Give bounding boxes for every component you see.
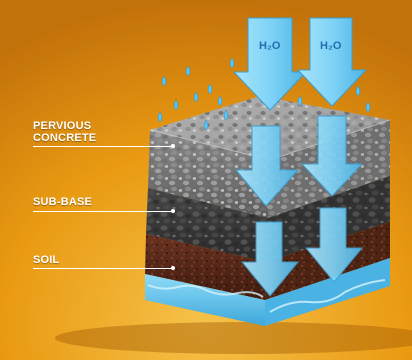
rain-drops bbox=[157, 57, 371, 131]
leader-sub-base bbox=[33, 211, 173, 212]
water-arrow-left-top bbox=[232, 17, 308, 111]
block-shadow bbox=[55, 322, 412, 354]
h2o-label-left: H₂O bbox=[259, 40, 281, 52]
h2o-label-right: H₂O bbox=[320, 40, 342, 52]
label-pervious-line1: PERVIOUS bbox=[33, 120, 92, 132]
water-arrow-left-low bbox=[240, 221, 300, 297]
leader-soil bbox=[33, 268, 173, 269]
label-pervious-line2: CONCRETE bbox=[33, 132, 97, 144]
leader-dot-soil bbox=[171, 266, 175, 270]
label-pervious-concrete: PERVIOUS CONCRETE bbox=[33, 120, 96, 144]
leader-dot-pervious bbox=[171, 144, 175, 148]
label-sub-base: SUB-BASE bbox=[33, 196, 93, 208]
water-right bbox=[265, 258, 390, 326]
water-arrow-right-mid bbox=[300, 115, 364, 197]
leader-dot-sub-base bbox=[171, 209, 175, 213]
label-soil: SOIL bbox=[33, 254, 60, 266]
water-arrow-right-top bbox=[296, 17, 368, 107]
water-arrow-left-mid bbox=[234, 125, 300, 207]
water-arrow-right-low bbox=[304, 207, 364, 283]
leader-pervious bbox=[33, 146, 173, 147]
